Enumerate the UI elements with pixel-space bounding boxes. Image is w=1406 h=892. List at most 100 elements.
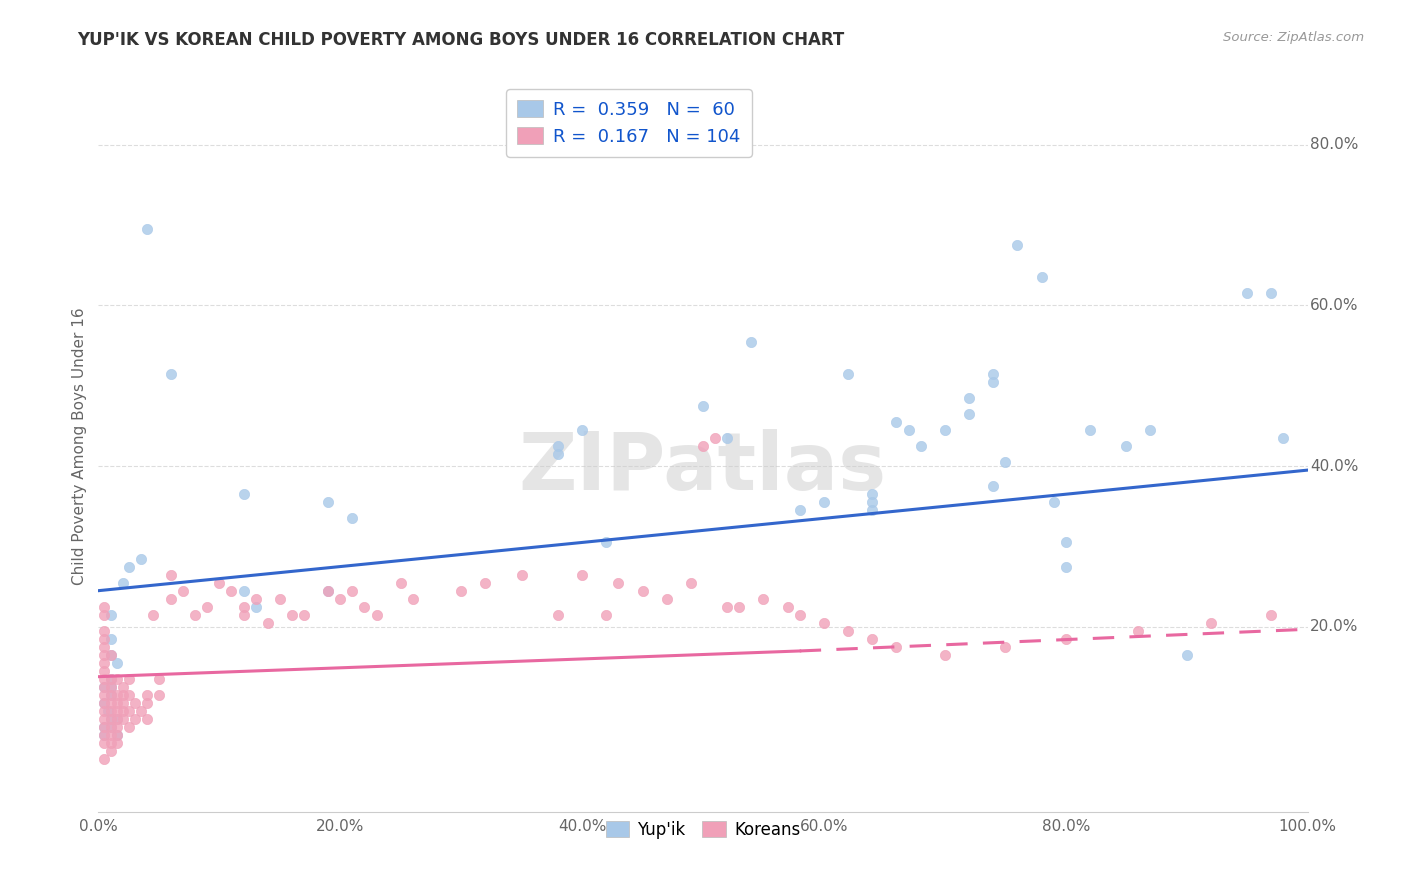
Point [93, 696, 115, 710]
Text: ZIPatlas: ZIPatlas [519, 429, 887, 507]
Point [510, 567, 533, 582]
Text: Source: ZipAtlas.com: Source: ZipAtlas.com [1223, 31, 1364, 45]
Point [208, 575, 231, 590]
Point [934, 648, 956, 662]
Point [1078, 423, 1101, 437]
Point [595, 607, 617, 622]
Point [981, 375, 1004, 389]
Point [728, 599, 751, 614]
Point [124, 696, 146, 710]
Point [692, 399, 714, 413]
Point [93, 599, 115, 614]
Point [93, 656, 115, 670]
Point [366, 607, 388, 622]
Text: 60.0%: 60.0% [1310, 298, 1358, 313]
Point [111, 704, 134, 718]
Point [692, 439, 714, 453]
Point [100, 672, 122, 686]
Point [100, 728, 122, 742]
Point [100, 720, 122, 734]
Point [100, 688, 122, 702]
Point [93, 640, 115, 654]
Point [195, 599, 218, 614]
Point [1128, 624, 1150, 638]
Point [704, 431, 727, 445]
Point [135, 712, 157, 726]
Point [93, 720, 115, 734]
Point [1054, 632, 1077, 646]
Point [402, 591, 425, 606]
Point [1260, 286, 1282, 301]
Point [547, 607, 569, 622]
Point [105, 656, 128, 670]
Point [129, 704, 152, 718]
Point [105, 672, 128, 686]
Point [631, 583, 654, 598]
Point [776, 599, 799, 614]
Point [789, 607, 811, 622]
Point [292, 607, 315, 622]
Point [100, 680, 122, 694]
Point [93, 680, 115, 694]
Point [93, 607, 115, 622]
Point [994, 455, 1017, 469]
Point [100, 688, 122, 702]
Point [142, 607, 165, 622]
Point [93, 688, 115, 702]
Point [135, 696, 157, 710]
Point [1042, 495, 1064, 509]
Point [607, 575, 630, 590]
Point [93, 728, 115, 742]
Point [111, 696, 134, 710]
Point [232, 487, 254, 501]
Point [679, 575, 702, 590]
Point [716, 431, 738, 445]
Point [100, 672, 122, 686]
Point [595, 535, 617, 549]
Text: 20.0%: 20.0% [1310, 619, 1358, 634]
Point [105, 696, 128, 710]
Point [316, 583, 339, 598]
Point [105, 720, 128, 734]
Point [245, 599, 267, 614]
Point [93, 696, 115, 710]
Point [245, 591, 267, 606]
Point [100, 680, 122, 694]
Point [100, 607, 122, 622]
Point [1175, 648, 1198, 662]
Point [93, 664, 115, 678]
Point [860, 495, 883, 509]
Point [740, 334, 762, 349]
Point [93, 752, 115, 766]
Point [389, 575, 412, 590]
Legend: Yup'ik, Koreans: Yup'ik, Koreans [598, 813, 808, 847]
Point [105, 728, 128, 742]
Point [329, 591, 352, 606]
Point [93, 736, 115, 750]
Point [547, 439, 569, 453]
Point [100, 632, 122, 646]
Point [105, 728, 128, 742]
Point [135, 688, 157, 702]
Point [342, 511, 364, 525]
Point [100, 720, 122, 734]
Point [547, 447, 569, 461]
Point [160, 567, 183, 582]
Point [281, 607, 304, 622]
Y-axis label: Child Poverty Among Boys Under 16: Child Poverty Among Boys Under 16 [72, 307, 87, 585]
Point [105, 704, 128, 718]
Point [1139, 423, 1161, 437]
Point [813, 495, 835, 509]
Point [221, 583, 243, 598]
Point [93, 704, 115, 718]
Point [981, 479, 1004, 493]
Point [118, 720, 141, 734]
Point [316, 495, 339, 509]
Point [100, 736, 122, 750]
Point [100, 648, 122, 662]
Point [450, 583, 472, 598]
Point [813, 615, 835, 630]
Point [232, 607, 254, 622]
Point [1054, 559, 1077, 574]
Point [957, 391, 980, 405]
